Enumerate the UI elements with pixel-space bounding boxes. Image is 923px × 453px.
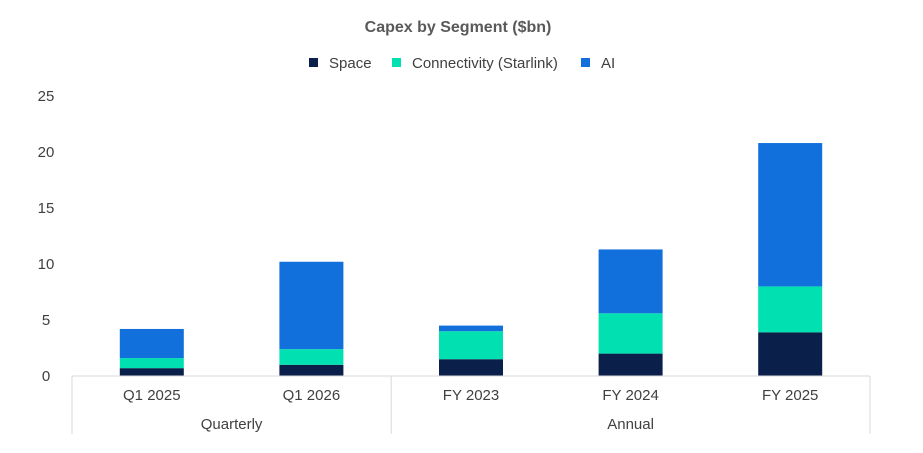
bar-1-series-1 bbox=[279, 349, 344, 365]
y-tick-label-3: 15 bbox=[38, 200, 55, 217]
bar-3-series-1 bbox=[598, 313, 663, 354]
bar-3-series-2 bbox=[598, 249, 663, 314]
bar-2-series-1 bbox=[439, 331, 503, 360]
bar-4-series-2 bbox=[758, 143, 823, 287]
bar-0-series-2 bbox=[119, 328, 184, 359]
x-tick-label-1: Q1 2026 bbox=[283, 387, 341, 404]
legend-swatch-2 bbox=[581, 58, 590, 67]
bar-1-series-2 bbox=[279, 261, 344, 350]
legend: Space Connectivity (Starlink) AI bbox=[309, 55, 615, 72]
x-tick-label-2: FY 2023 bbox=[443, 387, 499, 404]
x-group-label-0: Quarterly bbox=[201, 416, 263, 433]
bar-4-series-0 bbox=[758, 332, 823, 376]
bar-2-series-2 bbox=[439, 325, 503, 332]
bars bbox=[119, 143, 823, 376]
legend-swatch-0 bbox=[309, 58, 318, 67]
bar-4-series-1 bbox=[758, 286, 823, 333]
y-axis: 0 5 10 15 20 25 bbox=[38, 88, 55, 385]
x-tick-label-4: FY 2025 bbox=[762, 387, 818, 404]
x-axis: Q1 2025 Q1 2026 FY 2023 FY 2024 FY 2025 Quart… bbox=[71, 375, 871, 434]
x-group-label-1: Annual bbox=[607, 416, 654, 433]
y-tick-label-5: 25 bbox=[38, 88, 55, 105]
legend-label-0: Space bbox=[329, 55, 372, 72]
x-tick-label-3: FY 2024 bbox=[602, 387, 658, 404]
legend-swatch-1 bbox=[392, 58, 401, 67]
bar-3-series-0 bbox=[598, 353, 663, 376]
legend-label-2: AI bbox=[601, 55, 615, 72]
bar-0-series-1 bbox=[119, 358, 184, 369]
bar-2-series-0 bbox=[439, 359, 503, 376]
y-tick-label-1: 5 bbox=[42, 312, 50, 329]
y-tick-label-0: 0 bbox=[42, 368, 50, 385]
bar-0-series-0 bbox=[119, 368, 184, 376]
x-tick-label-0: Q1 2025 bbox=[123, 387, 181, 404]
chart-title: Capex by Segment ($bn) bbox=[365, 19, 552, 36]
y-tick-label-4: 20 bbox=[38, 144, 55, 161]
y-tick-label-2: 10 bbox=[38, 256, 55, 273]
bar-1-series-0 bbox=[279, 364, 344, 376]
legend-label-1: Connectivity (Starlink) bbox=[412, 55, 558, 72]
